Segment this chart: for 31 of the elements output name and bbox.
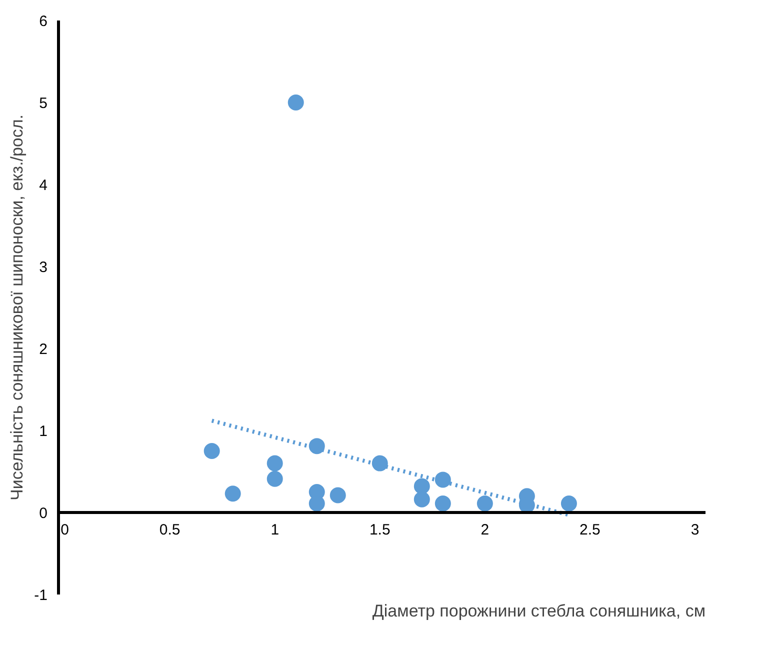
y-axis-title: Чисельність соняшникової шипоноски, екз./росл. — [8, 114, 26, 500]
point — [414, 478, 430, 494]
y-tick-label: -1 — [34, 587, 48, 604]
y-tick-label: 4 — [39, 177, 48, 194]
y-tick-label: 5 — [39, 95, 48, 112]
point — [288, 94, 304, 110]
point — [434, 495, 451, 512]
x-tick-label: 1 — [270, 522, 280, 538]
point — [414, 491, 430, 508]
x-tick-label: 1.5 — [369, 522, 390, 538]
point — [372, 455, 388, 472]
point — [266, 470, 283, 487]
y-tick-label: 1 — [39, 423, 48, 440]
point — [204, 443, 220, 459]
x-axis-title: Діаметр порожнини стебла соняшника, см — [372, 602, 706, 620]
point — [224, 486, 241, 502]
x-tick-label: 2 — [480, 522, 490, 538]
y-tick-label: 2 — [39, 341, 48, 358]
y-tick-label: 0 — [39, 505, 48, 522]
point — [330, 487, 346, 504]
point — [434, 472, 451, 488]
point — [560, 495, 577, 512]
x-tick-label: 0.5 — [159, 522, 180, 538]
point — [308, 438, 325, 454]
x-tick-label: 2.5 — [580, 522, 600, 538]
x-tick-label: 3 — [690, 522, 700, 538]
y-tick-label: 3 — [39, 259, 48, 276]
point — [266, 455, 283, 472]
y-tick-label: 6 — [39, 13, 48, 30]
point — [476, 495, 493, 512]
x-tick-label: 0 — [60, 522, 69, 538]
